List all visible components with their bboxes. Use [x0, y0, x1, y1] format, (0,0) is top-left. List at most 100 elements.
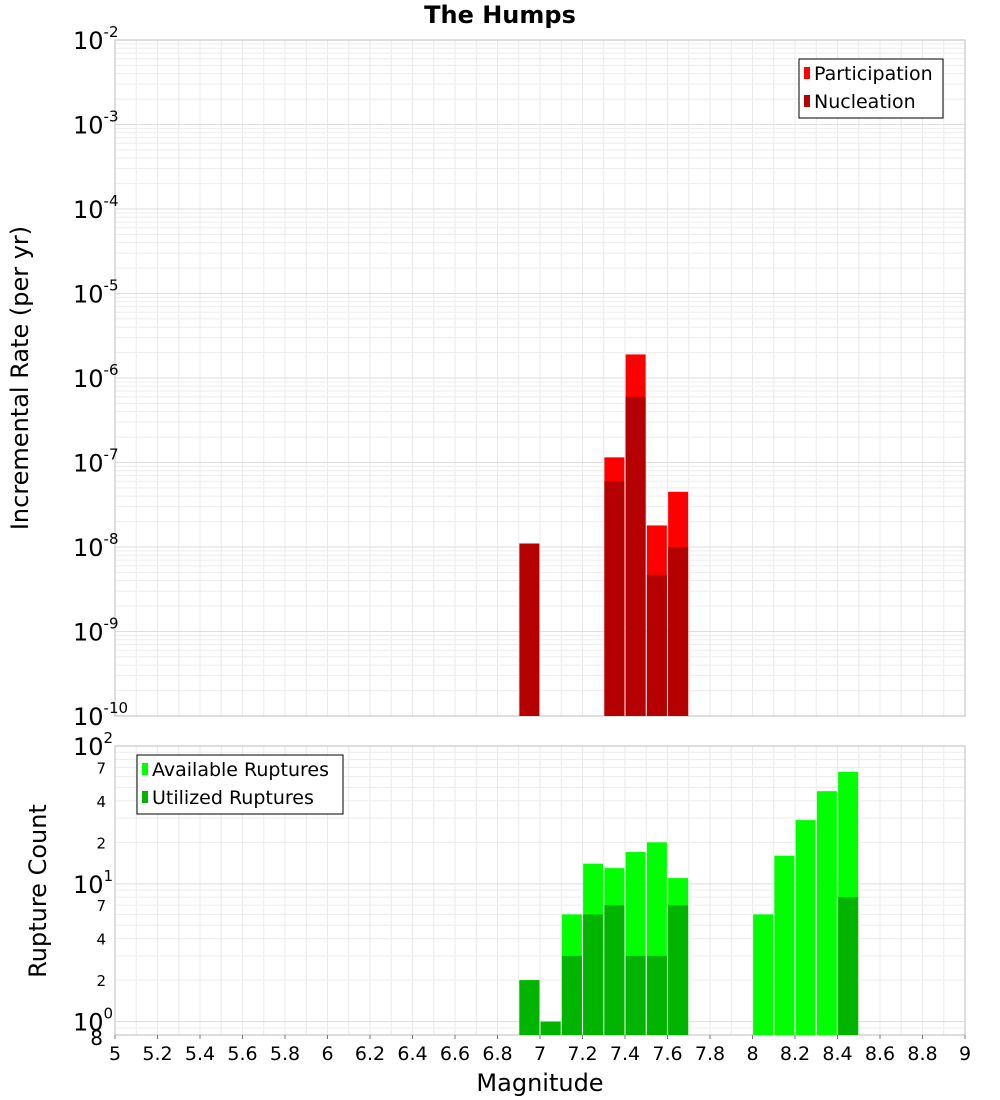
y-tick-label: 10-9 [73, 615, 119, 647]
y-tick-base: 10 [73, 534, 104, 562]
top-panel: The Humps10-1010-910-810-710-610-510-410… [6, 1, 966, 731]
x-tick-label: 7.2 [567, 1043, 597, 1065]
x-tick-label: 7.8 [695, 1043, 725, 1065]
y-tick-label: 100 [73, 1005, 113, 1037]
x-tick-label: 5 [109, 1043, 121, 1065]
utilized-ruptures-bar [604, 905, 625, 1035]
y-tick-base: 10 [73, 196, 104, 224]
available-ruptures-bar [795, 820, 816, 1035]
legend-swatch [804, 67, 810, 79]
legend-top: Participation Nucleation [798, 58, 944, 119]
x-tick-label: 8 [746, 1043, 758, 1065]
x-tick-label: 7 [534, 1043, 546, 1065]
y-tick-exponent: -6 [104, 361, 119, 379]
x-tick-label: 5.8 [270, 1043, 300, 1065]
x-tick-label: 6 [321, 1043, 333, 1065]
y-tick-label: 102 [73, 729, 113, 761]
x-tick-label: 8.2 [780, 1043, 810, 1065]
y-tick-label: 10-5 [73, 277, 119, 309]
x-tick-label: 8.8 [907, 1043, 937, 1065]
y-tick-base: 10 [73, 365, 104, 393]
legend-box [136, 754, 344, 815]
y-tick-exponent: -7 [104, 446, 119, 464]
y-axis-label: Incremental Rate (per yr) [6, 226, 34, 530]
y-minor-tick-label: 4 [96, 793, 106, 811]
x-tick-label: 8.6 [865, 1043, 895, 1065]
y-tick-exponent: -10 [104, 699, 129, 717]
x-tick-label: 5.6 [227, 1043, 257, 1065]
x-tick-label: 5.2 [142, 1043, 172, 1065]
nucleation-bar [519, 543, 540, 716]
x-tick-label: 7.6 [652, 1043, 682, 1065]
y-tick-exponent: 0 [104, 1005, 114, 1023]
nucleation-bar [604, 481, 625, 716]
legend-box [798, 58, 944, 119]
chart-title: The Humps [424, 1, 576, 29]
y-tick-exponent: 2 [104, 729, 114, 747]
x-tick-label: 6.6 [440, 1043, 470, 1065]
y-tick-label: 10-3 [73, 108, 119, 140]
plot-frame [114, 39, 966, 717]
x-tick-label: 8.4 [822, 1043, 852, 1065]
legend-swatch [142, 763, 148, 775]
utilized-ruptures-bar [519, 980, 540, 1035]
y-tick-exponent: -3 [104, 108, 119, 126]
y-tick-exponent: -2 [104, 23, 119, 41]
y-tick-label: 10-10 [73, 699, 128, 731]
y-tick-base: 10 [73, 112, 104, 140]
y-minor-tick-label: 7 [96, 897, 106, 915]
y-minor-tick-label: 2 [96, 972, 106, 990]
nucleation-bar [646, 574, 667, 716]
y-tick-base: 10 [73, 281, 104, 309]
available-ruptures-bar [816, 791, 837, 1035]
y-tick-label: 10-6 [73, 361, 119, 393]
available-ruptures-bar [774, 855, 795, 1035]
legend-label: Nucleation [814, 91, 916, 113]
utilized-ruptures-bar [561, 955, 582, 1035]
y-tick-exponent: -4 [104, 192, 119, 210]
nucleation-bar [625, 396, 646, 716]
legend-label: Participation [814, 63, 933, 85]
y-tick-base: 10 [73, 703, 104, 731]
y-tick-label: 10-8 [73, 530, 119, 562]
utilized-ruptures-bar [668, 905, 689, 1035]
utilized-ruptures-bar [646, 955, 667, 1035]
legend-label: Available Ruptures [152, 759, 329, 781]
x-tick-label: 7.4 [610, 1043, 640, 1065]
y-tick-label: 10-7 [73, 446, 119, 478]
legend-swatch [142, 791, 148, 803]
x-tick-label: 9 [959, 1043, 971, 1065]
y-tick-exponent: -5 [104, 277, 119, 295]
x-tick-label: 6.2 [355, 1043, 385, 1065]
y-tick-base: 10 [73, 733, 104, 761]
available-ruptures-bar [753, 914, 774, 1035]
y-tick-base: 10 [73, 871, 104, 899]
y-tick-base: 10 [73, 27, 104, 55]
y-tick-base: 10 [73, 1009, 104, 1037]
y-tick-exponent: -8 [104, 530, 119, 548]
y-axis-label-bottom: Rupture Count [24, 804, 52, 978]
y-tick-exponent: -9 [104, 615, 119, 633]
y-minor-tick-label: 2 [96, 834, 106, 852]
bottom-panel: 5 5.2 5.4 5.6 5.8 6 6.2 6.4 6.6 6.8 7 7.2 7.4 7.6 7.8 8… [24, 729, 971, 1097]
legend-label: Utilized Ruptures [152, 787, 314, 809]
y-tick-label: 101 [73, 867, 113, 899]
x-tick-label: 6.8 [482, 1043, 512, 1065]
y-minor-tick-label: 7 [96, 759, 106, 777]
legend-swatch [804, 95, 810, 107]
x-tick-label: 5.4 [185, 1043, 215, 1065]
x-axis-label: Magnitude [476, 1069, 603, 1097]
y-tick-exponent: 1 [104, 867, 114, 885]
utilized-ruptures-bar [583, 914, 604, 1035]
utilized-ruptures-bar [625, 955, 646, 1035]
y-tick-base: 10 [73, 450, 104, 478]
y-tick-label: 10-4 [73, 192, 119, 224]
legend-bottom: Available Ruptures Utilized Ruptures [136, 754, 344, 815]
y-minor-tick-label: 8 [90, 1026, 103, 1050]
y-tick-base: 10 [73, 619, 104, 647]
x-tick-label: 6.4 [397, 1043, 427, 1065]
nucleation-bar [668, 547, 689, 716]
utilized-ruptures-bar [838, 897, 859, 1035]
y-minor-tick-label: 4 [96, 931, 106, 949]
